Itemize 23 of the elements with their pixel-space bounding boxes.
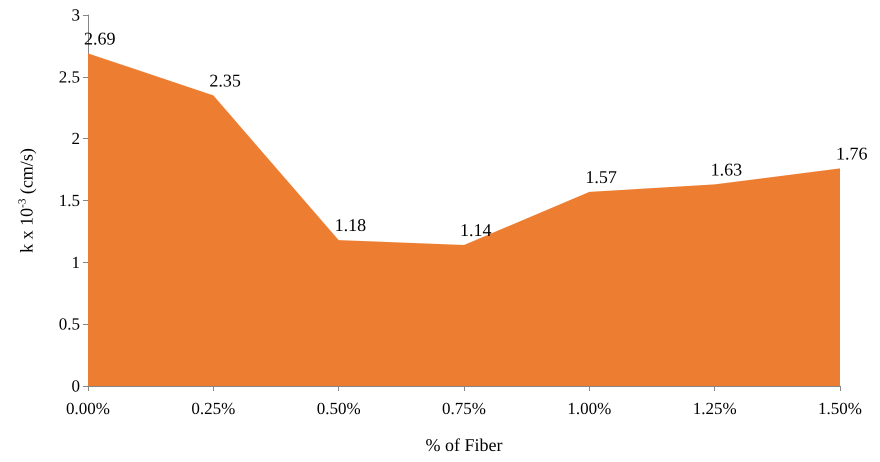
data-label: 1.76 — [836, 143, 868, 164]
x-tick-label: 0.00% — [66, 399, 110, 418]
data-label: 1.63 — [710, 159, 742, 180]
y-tick-label: 2 — [72, 129, 80, 148]
x-tick-label: 0.75% — [442, 399, 486, 418]
y-tick-label: 1.5 — [58, 191, 80, 210]
x-axis-title: % of Fiber — [426, 435, 502, 455]
data-label: 1.14 — [460, 220, 492, 240]
y-tick-label: 0.5 — [58, 314, 80, 334]
y-tick-label: 0 — [72, 376, 80, 396]
y-axis-title: k x 10-3 (cm/s) — [16, 148, 36, 253]
data-label: 2.69 — [84, 28, 116, 48]
x-tick-label: 1.50% — [818, 399, 862, 418]
x-tick-label: 1.25% — [692, 399, 737, 418]
y-tick-label: 3 — [72, 6, 80, 24]
x-tick-label: 0.50% — [316, 399, 361, 418]
x-tick-label: 0.25% — [191, 399, 236, 418]
x-tick-label: 1.00% — [567, 399, 612, 418]
data-label: 1.18 — [334, 215, 366, 236]
data-label: 1.57 — [585, 166, 617, 187]
y-tick-label: 1 — [72, 252, 80, 272]
y-tick-label: 2.5 — [58, 67, 80, 86]
data-label: 2.35 — [209, 70, 241, 90]
